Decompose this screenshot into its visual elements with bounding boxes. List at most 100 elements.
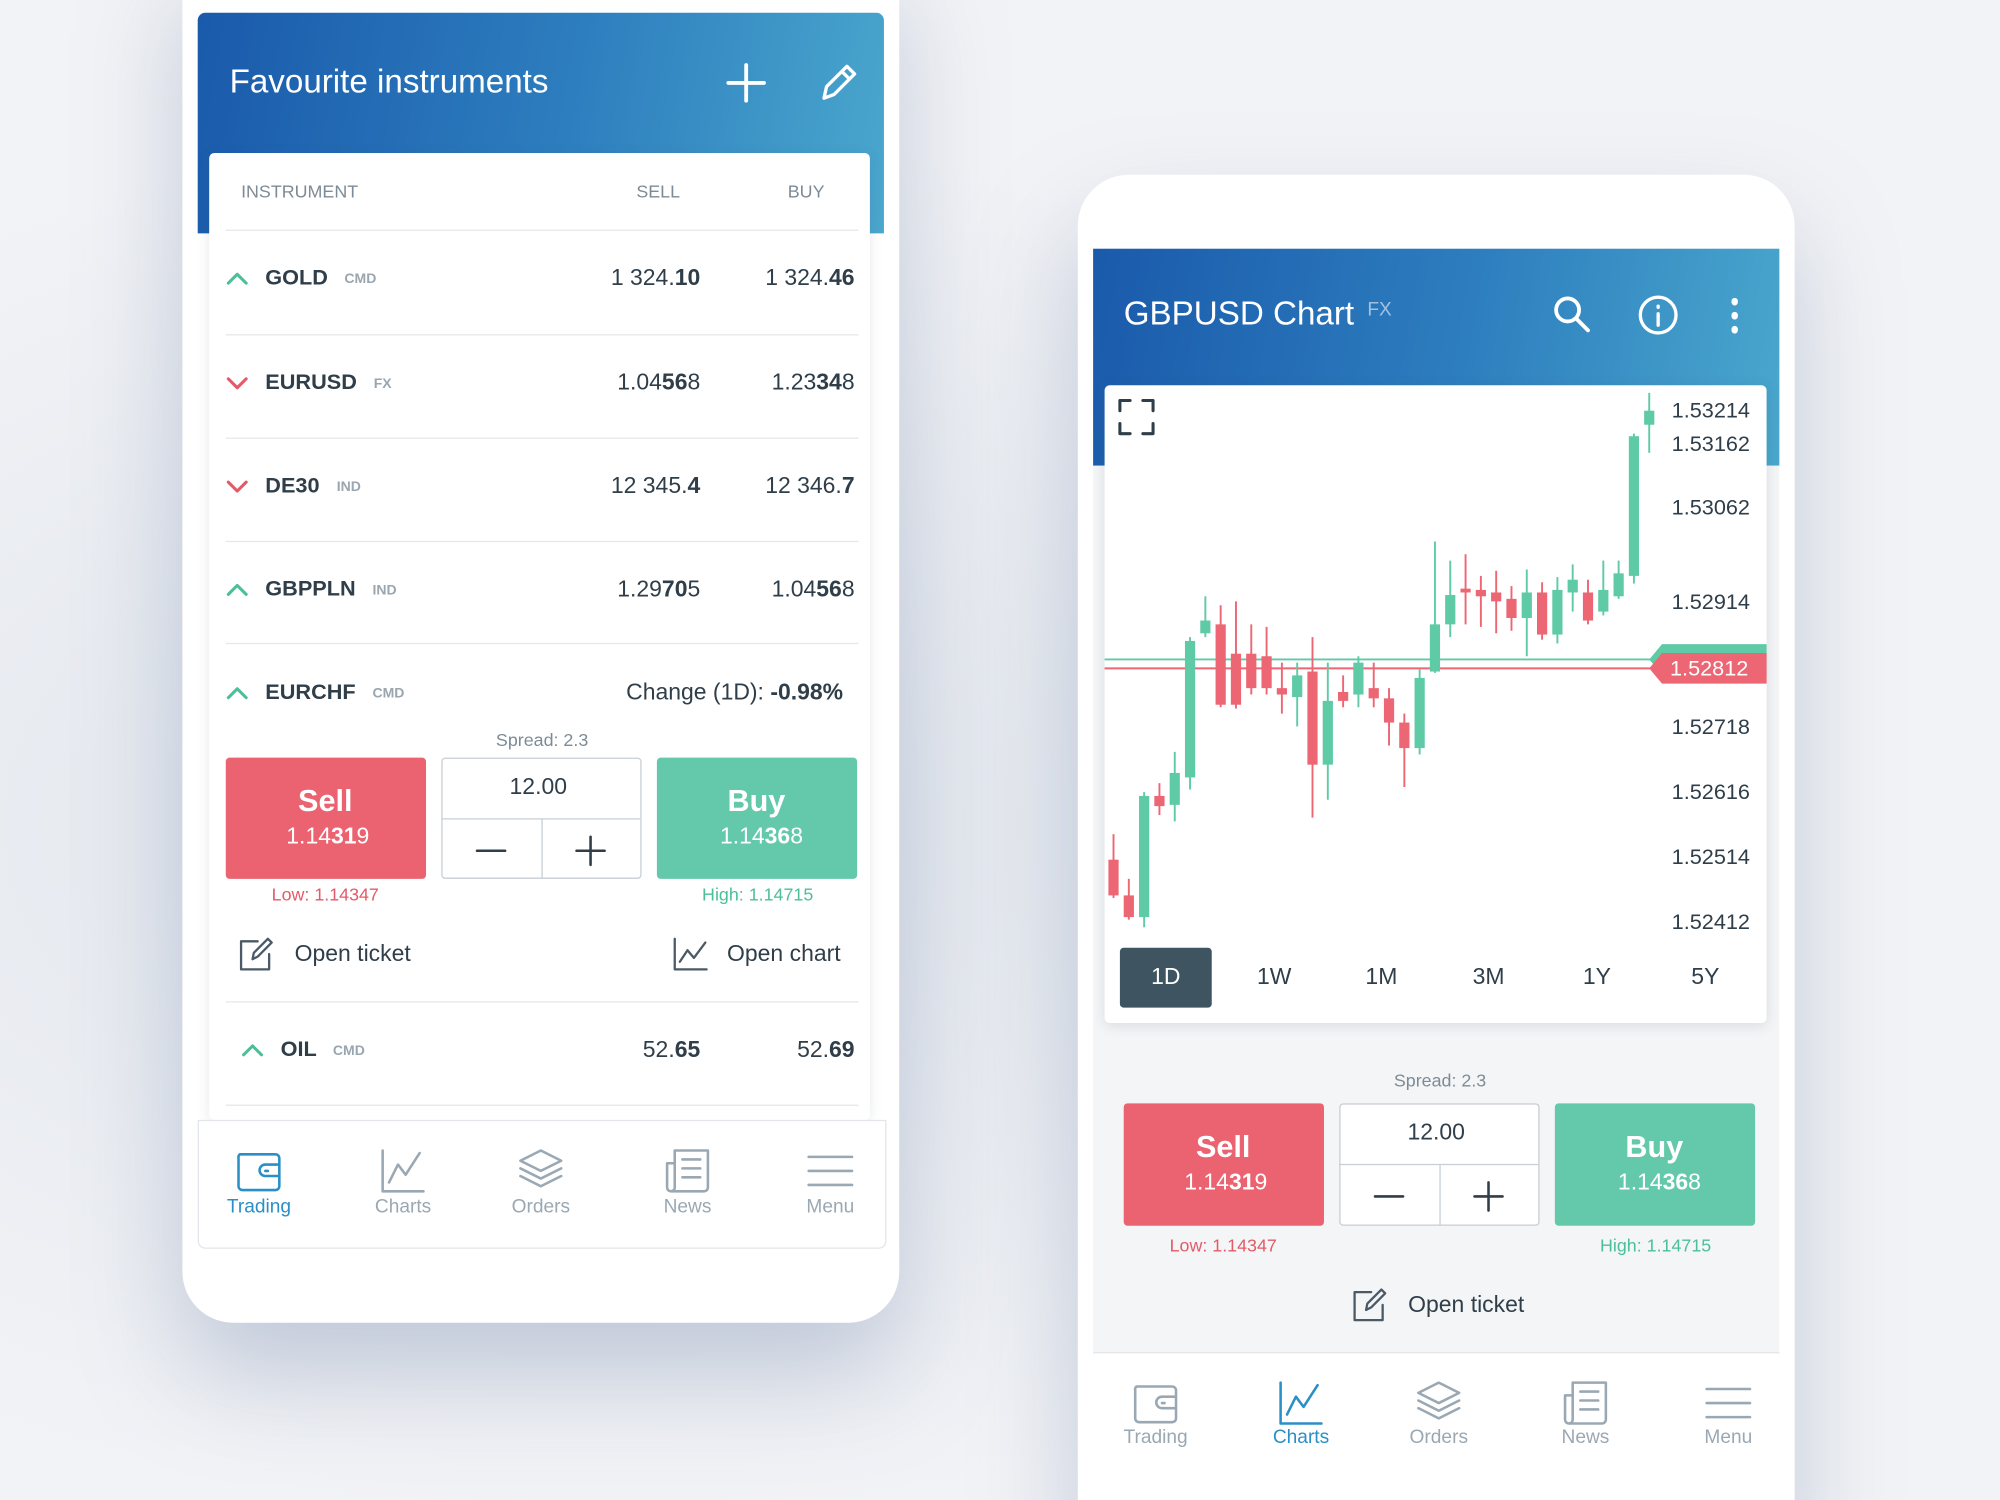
separator: [225, 1104, 859, 1106]
buy-button[interactable]: [656, 757, 858, 879]
price-part: 4: [687, 472, 701, 499]
nav-icon[interactable]: [807, 1155, 854, 1187]
open-chart-icon[interactable]: [673, 937, 708, 971]
price-part: 12 345.: [610, 472, 688, 499]
nav-icon[interactable]: [1563, 1381, 1608, 1425]
y-tick-label: 1.52718: [1672, 714, 1750, 739]
nav-icon-shape: [1705, 1387, 1752, 1419]
nav-icon[interactable]: [237, 1153, 281, 1192]
change: Change (1D): -0.98%: [626, 679, 843, 706]
direction-icon-shape: [226, 480, 248, 493]
column-header: BUY: [787, 181, 825, 202]
open-ticket-icon-shape: [1353, 1288, 1387, 1322]
candle-body: [1429, 624, 1441, 672]
y-tick-label: 1.52412: [1672, 909, 1750, 934]
buy-price: 1 324.46: [765, 265, 854, 292]
range-button: 1M: [1365, 963, 1398, 990]
spread: Spread: 2.3: [1393, 1070, 1487, 1091]
nav-label: News: [1561, 1426, 1610, 1449]
open-ticket-icon[interactable]: [1353, 1288, 1387, 1322]
nav-icon-shape: [381, 1149, 425, 1193]
candle-body: [1169, 772, 1180, 805]
sell-button[interactable]: [1123, 1103, 1324, 1226]
buy-price: 1.14368: [720, 823, 803, 850]
buy-label: Buy: [727, 784, 786, 819]
buy-label: Buy: [1625, 1130, 1684, 1165]
candle-body: [1582, 592, 1594, 621]
nav-icon[interactable]: [1279, 1381, 1323, 1425]
price-part: 56: [816, 575, 842, 602]
direction-icon-shape: [226, 377, 248, 390]
instrument-class: FX: [1367, 299, 1392, 321]
sell-button[interactable]: [225, 757, 427, 879]
edit-icon[interactable]: [822, 64, 857, 100]
candle-body: [1644, 410, 1655, 425]
price-part: 12 346.: [765, 472, 842, 499]
nav-icon[interactable]: [665, 1149, 710, 1193]
instrument-name: GBPPLN: [265, 576, 356, 601]
info-icon[interactable]: [1638, 295, 1678, 335]
buy-button[interactable]: [1554, 1103, 1756, 1226]
candle-body: [1567, 579, 1578, 593]
nav-icon-shape: [1279, 1381, 1323, 1425]
price-part: 8: [1688, 1169, 1701, 1195]
price-part: 1.04: [771, 575, 817, 602]
nav-icon[interactable]: [1417, 1381, 1461, 1420]
expand-icon-shape: [1118, 398, 1155, 436]
direction-icon: [226, 583, 248, 596]
candle-body: [1445, 595, 1456, 625]
direction-icon: [226, 272, 248, 285]
nav-icon[interactable]: [381, 1149, 425, 1193]
direction-icon-shape: [226, 272, 248, 285]
candle-body: [1230, 653, 1242, 705]
direction-icon: [226, 687, 248, 700]
candle-body: [1521, 592, 1532, 618]
nav-icon-shape: [519, 1149, 563, 1188]
quantity: 12.00: [1407, 1119, 1465, 1145]
increase-button-shape: [1473, 1181, 1504, 1212]
price-part: 1.14: [719, 823, 765, 849]
instrument-name: DE30: [265, 473, 320, 498]
candle-body: [1613, 573, 1624, 597]
separator: [225, 334, 859, 336]
price-part: 52.: [642, 1036, 675, 1062]
candle-body: [1322, 700, 1333, 765]
increase-button[interactable]: [575, 835, 606, 867]
nav-label: Charts: [1272, 1426, 1330, 1449]
candle-body: [1292, 675, 1303, 698]
price-part: 1 324.: [765, 264, 830, 291]
nav-icon[interactable]: [519, 1149, 563, 1188]
direction-icon-shape: [226, 583, 248, 596]
candle-body: [1460, 588, 1471, 593]
price-part: 1.04: [617, 369, 662, 395]
increase-button[interactable]: [1473, 1181, 1504, 1212]
info-icon-shape: [1638, 295, 1678, 335]
separator: [225, 1001, 859, 1003]
price-part: 7: [841, 472, 855, 499]
column-header: INSTRUMENT: [241, 181, 359, 202]
candle-body: [1123, 895, 1134, 918]
add-icon[interactable]: [726, 63, 766, 103]
instrument-class: CMD: [372, 686, 405, 702]
nav-icon[interactable]: [1133, 1385, 1178, 1424]
nav-label: Trading: [226, 1195, 292, 1218]
range-button: 1Y: [1582, 963, 1611, 990]
open-ticket: Open ticket: [294, 940, 411, 967]
range-button: 1W: [1257, 963, 1292, 990]
edit-icon-shape: [822, 64, 857, 100]
candle-body: [1108, 859, 1119, 896]
candle-body: [1414, 677, 1425, 749]
price-part: 10: [674, 264, 701, 291]
expand-icon[interactable]: [1118, 398, 1155, 436]
instrument-class: CMD: [332, 1043, 365, 1059]
y-tick-label: 1.53214: [1672, 398, 1750, 423]
range-button: 5Y: [1691, 963, 1720, 990]
price-tag-label: 1.52812: [1670, 655, 1748, 680]
column-header: SELL: [636, 181, 681, 202]
range-active[interactable]: [1119, 947, 1212, 1008]
nav-icon[interactable]: [1705, 1387, 1752, 1419]
search-icon[interactable]: [1554, 296, 1590, 333]
open-ticket-icon[interactable]: [239, 937, 273, 971]
